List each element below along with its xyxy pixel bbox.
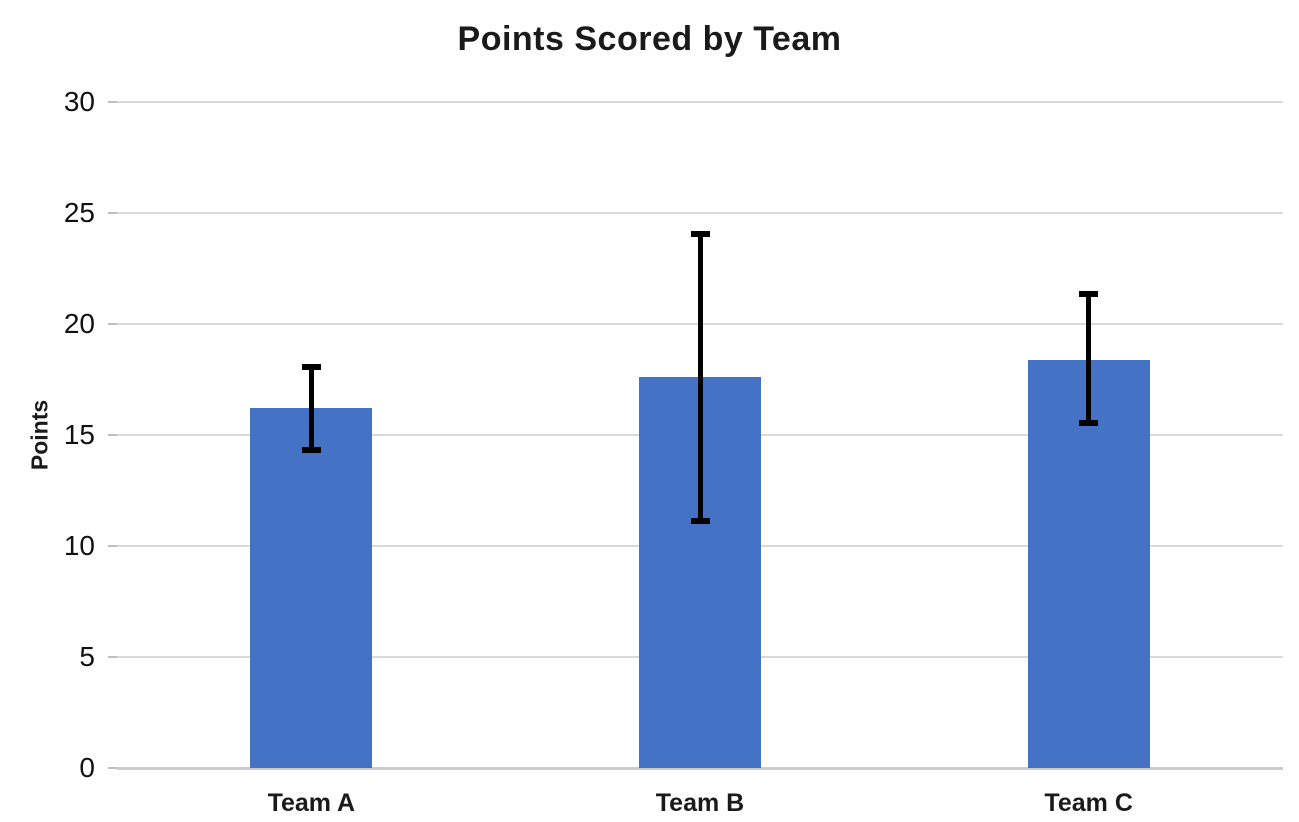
- error-bar-cap-top-team-c: [1079, 290, 1099, 297]
- y-tick-mark: [108, 434, 117, 436]
- y-tick-label: 0: [79, 752, 95, 783]
- y-tick-label: 30: [63, 86, 95, 117]
- plot-area: [117, 101, 1283, 770]
- y-tick-mark: [108, 545, 117, 547]
- error-bar-cap-bottom-team-b: [690, 517, 710, 524]
- y-tick-mark: [108, 767, 117, 769]
- bar-team-a: [250, 408, 373, 768]
- error-bar-team-a: [308, 363, 314, 453]
- x-axis-line: [117, 767, 1283, 770]
- error-bar-cap-top-team-b: [690, 230, 710, 237]
- x-category-label-team-a: Team A: [267, 789, 356, 817]
- chart-title: Points Scored by Team: [457, 20, 842, 58]
- y-tick-mark: [108, 656, 117, 658]
- y-tick-mark: [108, 323, 117, 325]
- x-category-label-team-b: Team B: [655, 789, 745, 817]
- y-tick-mark: [108, 101, 117, 103]
- y-tick-label: 5: [79, 641, 95, 672]
- y-tick-label: 10: [63, 530, 95, 561]
- x-category-label-team-c: Team C: [1044, 789, 1133, 817]
- error-bar-cap-top-team-a: [301, 363, 321, 370]
- y-tick-label: 25: [63, 197, 95, 228]
- y-tick-mark: [108, 212, 117, 214]
- error-bar-cap-bottom-team-a: [301, 446, 321, 453]
- error-bar-team-c: [1086, 290, 1092, 427]
- error-bar-cap-bottom-team-c: [1079, 420, 1099, 427]
- bar-team-c: [1027, 359, 1150, 768]
- error-bar-team-b: [697, 230, 703, 524]
- y-tick-label: 15: [63, 419, 95, 450]
- gridline: [117, 101, 1283, 103]
- y-tick-label: 20: [63, 308, 95, 339]
- gridline: [117, 212, 1283, 214]
